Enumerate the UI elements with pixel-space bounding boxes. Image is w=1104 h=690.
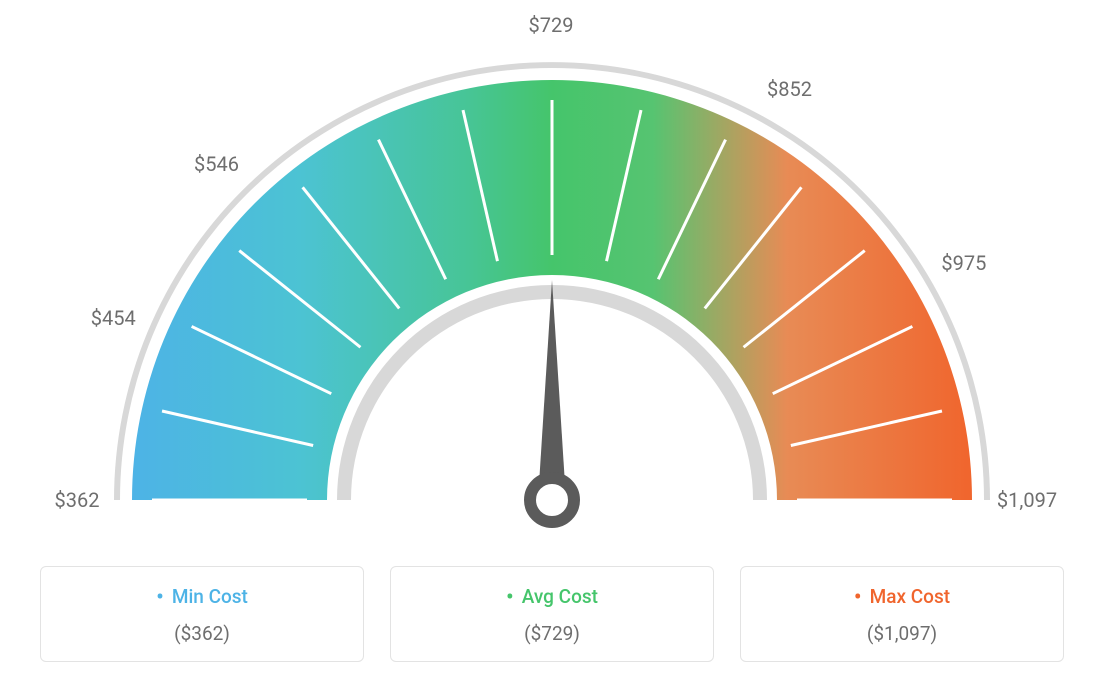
legend-min-label: Min Cost bbox=[51, 585, 353, 610]
legend-avg-label: Avg Cost bbox=[401, 585, 703, 610]
legend-max-label: Max Cost bbox=[751, 585, 1053, 610]
gauge-tick-label: $546 bbox=[194, 152, 239, 176]
gauge-tick-label: $454 bbox=[91, 306, 136, 330]
gauge-svg bbox=[62, 30, 1042, 560]
legend-card-avg: Avg Cost ($729) bbox=[390, 566, 714, 662]
gauge-tick-label: $729 bbox=[529, 13, 574, 37]
legend-max-value: ($1,097) bbox=[751, 622, 1053, 645]
legend-row: Min Cost ($362) Avg Cost ($729) Max Cost… bbox=[40, 566, 1064, 662]
gauge-tick-label: $852 bbox=[767, 77, 812, 101]
legend-card-max: Max Cost ($1,097) bbox=[740, 566, 1064, 662]
gauge-tick-label: $975 bbox=[941, 251, 986, 275]
cost-gauge-chart: $362 $454 $546 $729 $852 $975 $1,097 Min Cost … bbox=[0, 0, 1104, 690]
gauge-area: $362 $454 $546 $729 $852 $975 $1,097 bbox=[0, 0, 1104, 560]
gauge-tick-label: $362 bbox=[55, 488, 100, 512]
legend-min-value: ($362) bbox=[51, 622, 353, 645]
legend-card-min: Min Cost ($362) bbox=[40, 566, 364, 662]
gauge-tick-label: $1,097 bbox=[997, 488, 1057, 512]
legend-avg-value: ($729) bbox=[401, 622, 703, 645]
